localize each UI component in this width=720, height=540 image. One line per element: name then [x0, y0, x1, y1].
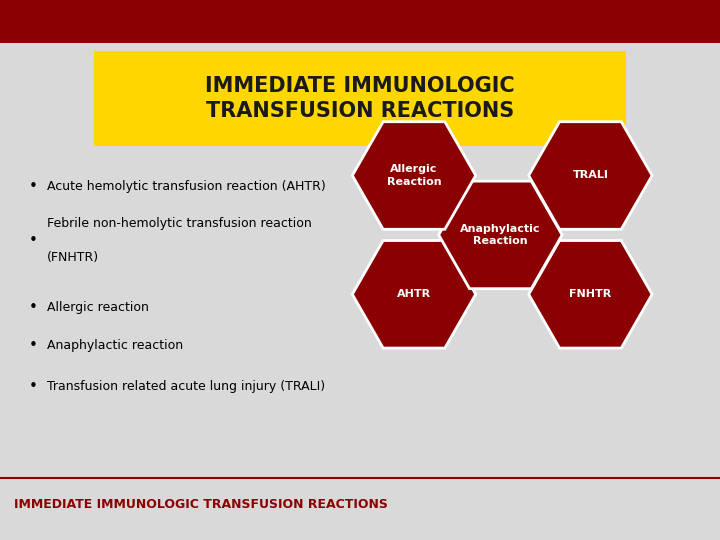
Text: FNHTR: FNHTR	[570, 289, 611, 299]
Text: Anaphylactic reaction: Anaphylactic reaction	[47, 339, 183, 352]
Text: Anaphylactic
Reaction: Anaphylactic Reaction	[460, 224, 541, 246]
Text: Transfusion related acute lung injury (TRALI): Transfusion related acute lung injury (T…	[47, 380, 325, 393]
FancyBboxPatch shape	[0, 0, 720, 43]
Polygon shape	[352, 122, 476, 230]
Polygon shape	[438, 181, 562, 289]
Text: IMMEDIATE IMMUNOLOGIC
TRANSFUSION REACTIONS: IMMEDIATE IMMUNOLOGIC TRANSFUSION REACTI…	[205, 76, 515, 120]
Text: Febrile non-hemolytic transfusion reaction

(FNHTR): Febrile non-hemolytic transfusion reacti…	[47, 217, 312, 264]
Text: •: •	[29, 300, 37, 315]
Text: Allergic reaction: Allergic reaction	[47, 301, 148, 314]
Polygon shape	[528, 122, 652, 230]
Text: AHTR: AHTR	[397, 289, 431, 299]
Text: •: •	[29, 179, 37, 194]
FancyBboxPatch shape	[94, 51, 626, 146]
Text: •: •	[29, 379, 37, 394]
Polygon shape	[528, 240, 652, 348]
Text: •: •	[29, 338, 37, 353]
Text: Acute hemolytic transfusion reaction (AHTR): Acute hemolytic transfusion reaction (AH…	[47, 180, 325, 193]
Text: •: •	[29, 233, 37, 248]
Text: Allergic
Reaction: Allergic Reaction	[387, 164, 441, 187]
Text: IMMEDIATE IMMUNOLOGIC TRANSFUSION REACTIONS: IMMEDIATE IMMUNOLOGIC TRANSFUSION REACTI…	[14, 498, 388, 511]
Polygon shape	[352, 240, 476, 348]
Text: TRALI: TRALI	[572, 171, 608, 180]
